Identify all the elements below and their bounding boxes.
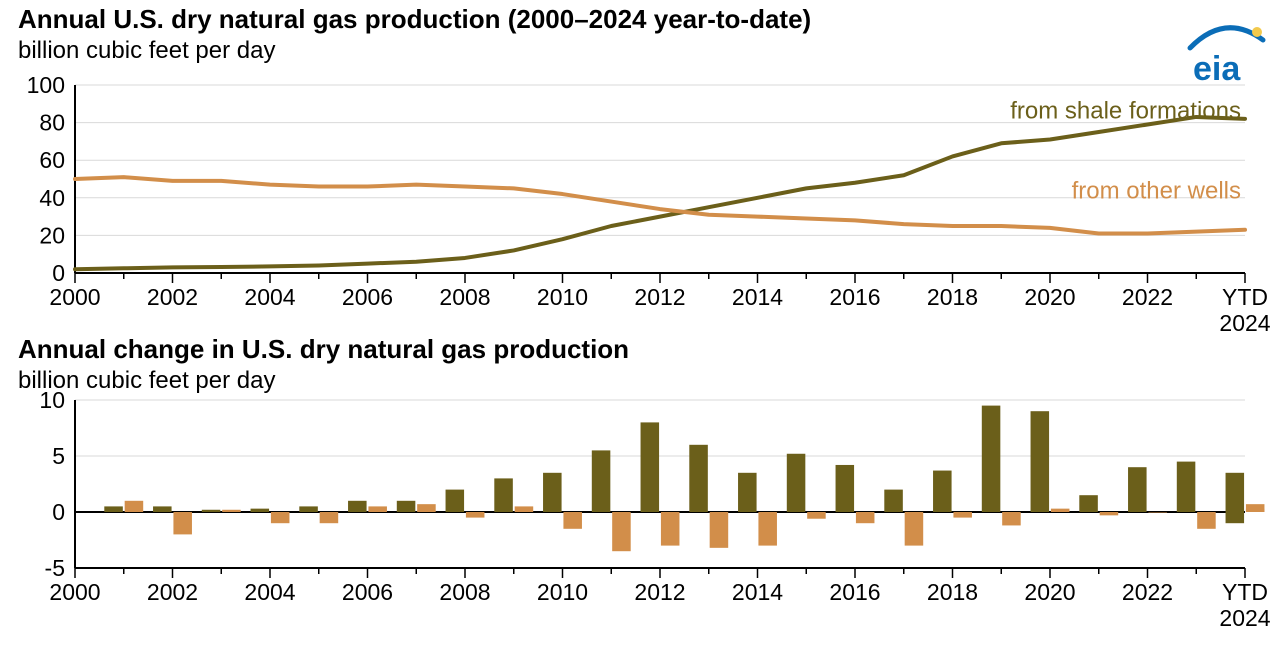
eia-logo: eia — [1190, 27, 1263, 88]
chart-canvas: Annual U.S. dry natural gas production (… — [0, 0, 1280, 647]
x-tick-label: 2022 — [1122, 579, 1173, 605]
x-tick-label: 2016 — [829, 284, 880, 310]
x-tick-label: 2004 — [244, 284, 295, 310]
x-tick-label: 2002 — [147, 284, 198, 310]
bar — [1246, 504, 1265, 512]
y-tick-label: 60 — [39, 147, 65, 173]
bar — [1226, 512, 1245, 523]
bar — [222, 510, 241, 512]
bar — [417, 504, 436, 512]
line-series-from-shale-formations — [75, 117, 1245, 269]
svg-text:eia: eia — [1193, 50, 1241, 88]
bar — [494, 478, 513, 512]
x-tick-label: 2014 — [732, 579, 783, 605]
bar — [738, 473, 757, 512]
bar — [592, 450, 611, 512]
bar — [661, 512, 680, 546]
bar — [905, 512, 924, 546]
bar — [1002, 512, 1021, 525]
bar — [710, 512, 729, 548]
x-tick-label: 2010 — [537, 579, 588, 605]
x-tick-label: 2010 — [537, 284, 588, 310]
bar — [1197, 512, 1216, 529]
y-tick-label: -5 — [45, 555, 65, 581]
bar — [807, 512, 826, 519]
x-tick-label: 2000 — [49, 579, 100, 605]
bar — [953, 512, 972, 518]
bar — [982, 406, 1001, 512]
top-chart-subtitle: billion cubic feet per day — [18, 37, 275, 64]
x-tick-label: 2008 — [439, 284, 490, 310]
bar — [1177, 462, 1196, 512]
bar — [348, 501, 367, 512]
bar — [320, 512, 339, 523]
bar — [1226, 473, 1245, 512]
bar — [1031, 411, 1050, 512]
bar — [836, 465, 855, 512]
bar — [1051, 509, 1070, 512]
bar — [758, 512, 777, 546]
bar — [153, 506, 172, 512]
bar — [641, 422, 660, 512]
bar — [1148, 512, 1167, 513]
bar — [125, 501, 144, 512]
bar — [856, 512, 875, 523]
x-tick-label: 2020 — [1024, 579, 1075, 605]
x-tick-label: 2012 — [634, 284, 685, 310]
x-tick-label: YTD — [1222, 284, 1268, 310]
x-tick-label: 2000 — [49, 284, 100, 310]
y-tick-label: 5 — [52, 443, 65, 469]
bar — [104, 506, 123, 512]
bar — [787, 454, 806, 512]
bar — [1128, 467, 1147, 512]
line-series-from-other-wells — [75, 177, 1245, 233]
y-tick-label: 0 — [52, 260, 65, 286]
bar — [299, 506, 318, 512]
x-tick-label: 2016 — [829, 579, 880, 605]
bar — [515, 506, 534, 512]
bar — [368, 506, 387, 512]
bar — [1079, 495, 1098, 512]
x-tick-label: 2006 — [342, 284, 393, 310]
y-tick-label: 0 — [52, 499, 65, 525]
bottom-chart-title: Annual change in U.S. dry natural gas pr… — [18, 334, 629, 364]
x-tick-label: 2024 — [1219, 310, 1270, 336]
x-tick-label: 2022 — [1122, 284, 1173, 310]
bar — [689, 445, 708, 512]
bar — [397, 501, 416, 512]
bar — [466, 512, 485, 518]
x-tick-label: 2002 — [147, 579, 198, 605]
y-tick-label: 20 — [39, 222, 65, 248]
y-tick-label: 80 — [39, 110, 65, 136]
x-tick-label: 2014 — [732, 284, 783, 310]
x-tick-label: 2008 — [439, 579, 490, 605]
top-chart-title: Annual U.S. dry natural gas production (… — [18, 4, 811, 34]
y-tick-label: 40 — [39, 185, 65, 211]
bar — [612, 512, 631, 551]
x-tick-label: 2018 — [927, 579, 978, 605]
bar — [446, 490, 465, 512]
bar — [271, 512, 290, 523]
x-tick-label: 2024 — [1219, 605, 1270, 631]
series-label-shale: from shale formations — [1010, 97, 1241, 124]
bar — [933, 471, 952, 512]
x-tick-label: 2012 — [634, 579, 685, 605]
bar — [202, 510, 221, 512]
x-tick-label: 2018 — [927, 284, 978, 310]
x-tick-label: 2020 — [1024, 284, 1075, 310]
bar — [884, 490, 903, 512]
bar — [251, 509, 270, 512]
series-label-other: from other wells — [1072, 177, 1241, 204]
x-tick-label: 2004 — [244, 579, 295, 605]
y-tick-label: 100 — [27, 72, 65, 98]
bar — [173, 512, 192, 534]
bar — [1100, 512, 1119, 515]
bar — [543, 473, 562, 512]
bar — [563, 512, 582, 529]
x-tick-label: YTD — [1222, 579, 1268, 605]
x-tick-label: 2006 — [342, 579, 393, 605]
y-tick-label: 10 — [39, 387, 65, 413]
